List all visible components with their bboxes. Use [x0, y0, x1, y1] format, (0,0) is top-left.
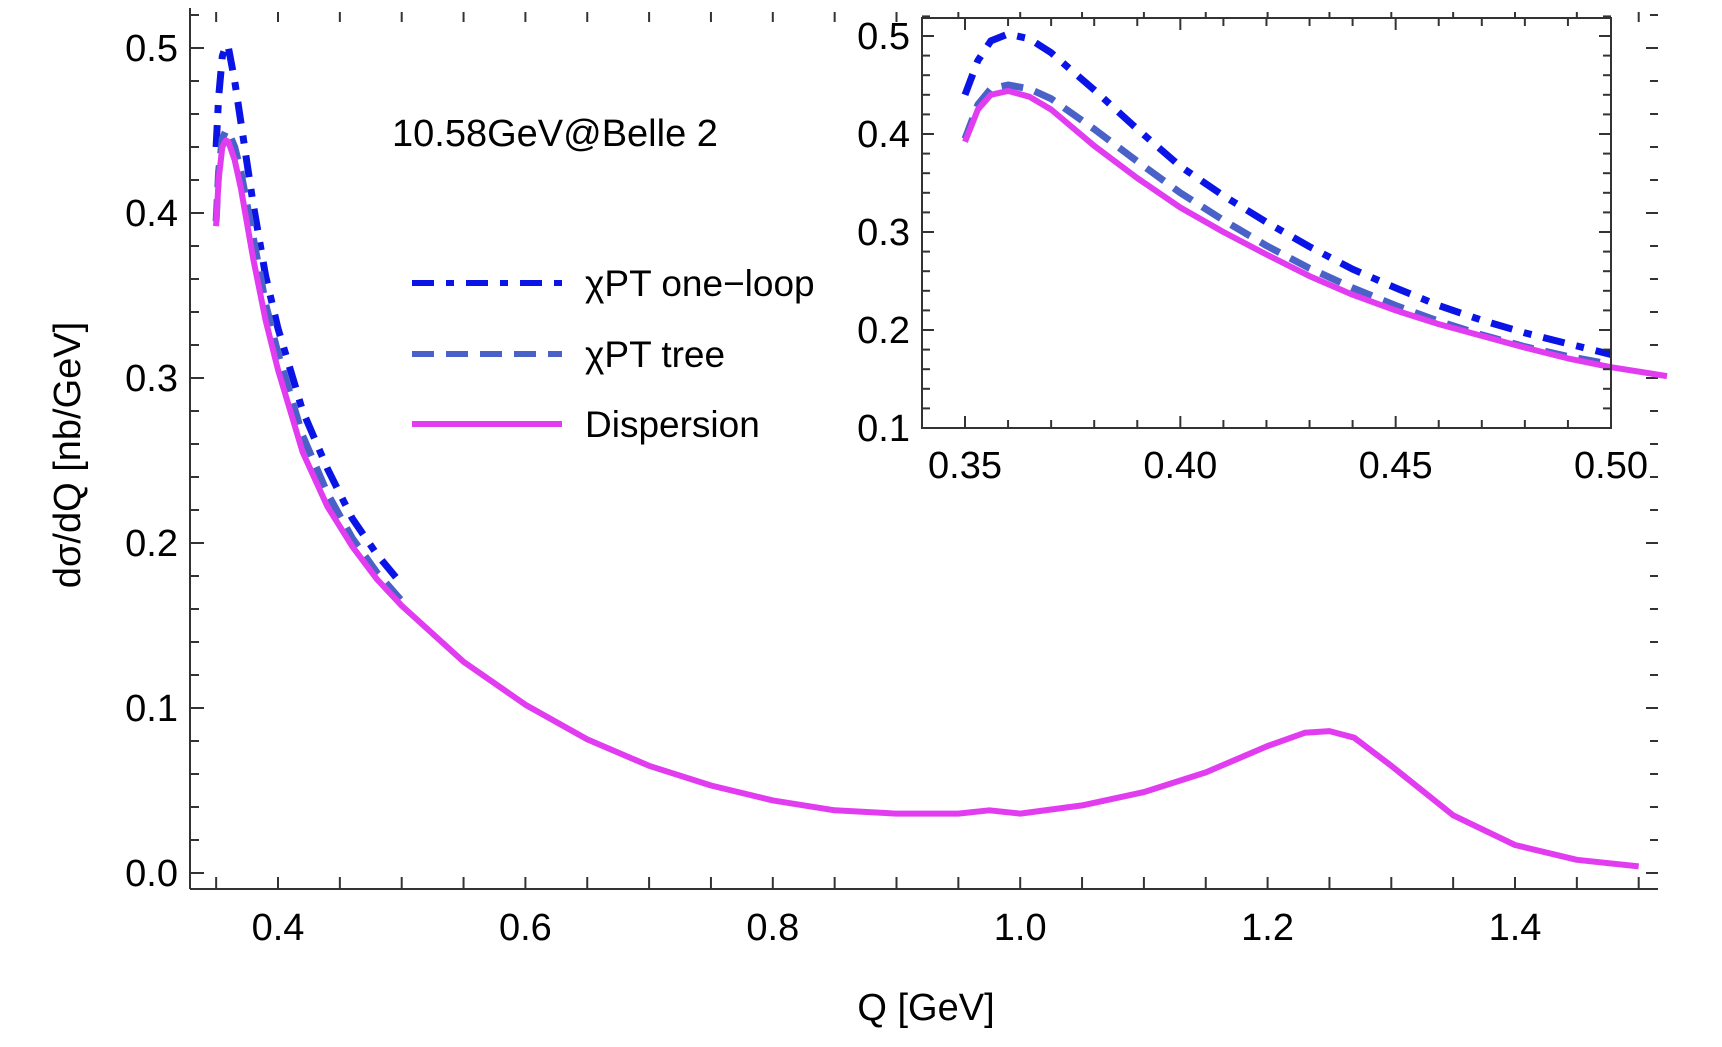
- inset-x-tick-label: 0.45: [1359, 445, 1433, 487]
- legend: χPT one−loop χPT tree Dispersion: [412, 263, 815, 445]
- inset-background: [922, 18, 1611, 428]
- main-plot: 0.4 0.6 0.8 1.0 1.2 1.4 0.0 0.1 0.2 0.3 0.4 0.5 10.…: [47, 8, 1658, 1029]
- legend-label: χPT tree: [585, 334, 725, 375]
- legend-item: χPT one−loop: [412, 263, 815, 304]
- inset-y-tick-label: 0.2: [857, 310, 910, 352]
- main-axes: 0.4 0.6 0.8 1.0 1.2 1.4 0.0 0.1 0.2 0.3 0.4 0.5: [125, 8, 1658, 949]
- legend-label: χPT one−loop: [585, 263, 815, 304]
- plot-annotation: 10.58GeV@Belle 2: [392, 113, 718, 155]
- inset-axes: 0.35 0.40 0.45 0.50 0.1 0.2 0.3 0.4 0.5: [857, 15, 1648, 487]
- main-series-group: [212, 41, 1640, 870]
- inset-x-tick-label: 0.35: [928, 445, 1002, 487]
- inset-series-group: [961, 30, 1668, 380]
- y-tick-label: 0.1: [125, 688, 178, 730]
- inset-x-tick-label: 0.50: [1574, 445, 1648, 487]
- x-tick-label: 0.4: [252, 907, 305, 949]
- x-tick-label: 0.8: [746, 907, 799, 949]
- inset-y-tick-label: 0.5: [857, 16, 910, 58]
- y-tick-label: 0.0: [125, 853, 178, 895]
- x-tick-label: 1.0: [994, 907, 1047, 949]
- y-tick-label: 0.2: [125, 523, 178, 565]
- x-axis-label: Q [GeV]: [857, 987, 994, 1029]
- inset-y-tick-label: 0.4: [857, 114, 910, 156]
- x-tick-label: 0.6: [499, 907, 552, 949]
- x-tick-label: 1.2: [1241, 907, 1294, 949]
- series-line-dispersion: [213, 137, 1640, 870]
- inset-y-tick-label: 0.3: [857, 212, 910, 254]
- y-tick-label: 0.5: [125, 28, 178, 70]
- inset-x-tick-label: 0.40: [1143, 445, 1217, 487]
- y-tick-label: 0.3: [125, 358, 178, 400]
- y-tick-label: 0.4: [125, 193, 178, 235]
- series-line-pt-tree: [212, 127, 405, 604]
- legend-item: χPT tree: [412, 334, 725, 375]
- inset-y-tick-label: 0.1: [857, 408, 910, 450]
- y-axis-label: dσ/dQ [nb/GeV]: [47, 322, 89, 588]
- inset-series-line-dispersion: [962, 87, 1668, 380]
- series-line-pt-one-loop: [212, 41, 405, 587]
- legend-label: Dispersion: [585, 404, 760, 445]
- inset-plot: 0.35 0.40 0.45 0.50 0.1 0.2 0.3 0.4 0.5: [857, 15, 1668, 487]
- x-tick-label: 1.4: [1489, 907, 1542, 949]
- legend-item: Dispersion: [412, 404, 760, 445]
